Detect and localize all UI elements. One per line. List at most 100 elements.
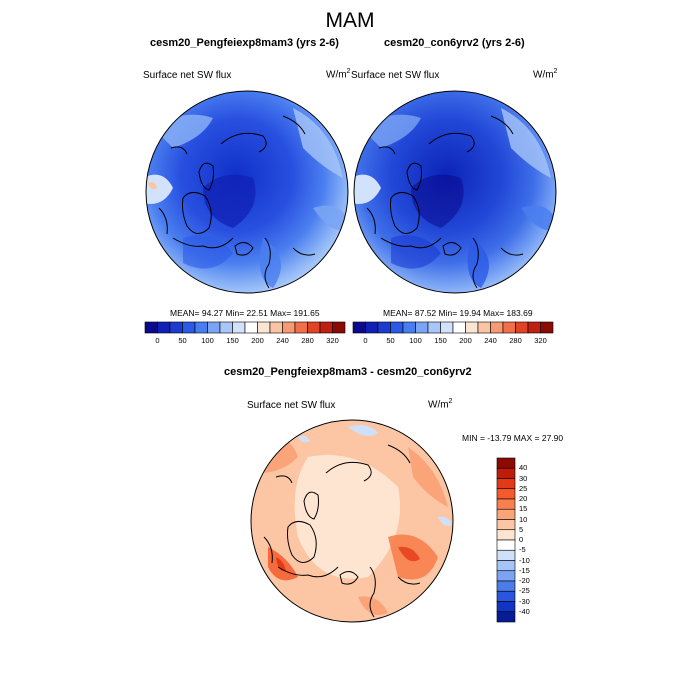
colorbar-swatch bbox=[496, 601, 516, 613]
panel3-stats: MIN = -13.79 MAX = 27.90 bbox=[462, 433, 564, 443]
colorbar-tick-label: 50 bbox=[386, 336, 395, 345]
panel1-units: W/m2 bbox=[326, 68, 351, 81]
colorbar-swatch bbox=[244, 321, 258, 334]
colorbar-swatch bbox=[194, 321, 208, 334]
colorbar-swatch bbox=[496, 457, 516, 469]
colorbar-swatch bbox=[496, 580, 516, 592]
colorbar-tick-label: 30 bbox=[519, 473, 528, 483]
colorbar-swatch bbox=[144, 321, 158, 334]
colorbar-swatch bbox=[496, 570, 516, 582]
colorbar-swatch bbox=[282, 321, 296, 334]
colorbar-swatch bbox=[427, 321, 441, 334]
colorbar-swatch bbox=[477, 321, 491, 334]
colorbar-swatch bbox=[319, 321, 333, 334]
colorbar-swatch bbox=[232, 321, 246, 334]
colorbar-swatch bbox=[490, 321, 504, 334]
colorbar-tick-label: -5 bbox=[519, 545, 526, 555]
figure-title: MAM bbox=[325, 9, 375, 32]
panel3-units: W/m2 bbox=[428, 398, 453, 411]
colorbar-swatch bbox=[540, 321, 554, 334]
panel2-stats: MEAN= 87.52 Min= 19.94 Max= 183.69 bbox=[383, 308, 533, 318]
colorbar-swatch bbox=[294, 321, 308, 334]
panel3-title: cesm20_Pengfeiexp8mam3 - cesm20_con6yrv2 bbox=[224, 366, 472, 378]
colorbar-tick-label: 10 bbox=[519, 514, 528, 524]
colorbar-tick-label: 15 bbox=[519, 504, 528, 514]
colorbar-swatch bbox=[365, 321, 379, 334]
colorbar-tick-label: 150 bbox=[226, 336, 239, 345]
colorbar-swatch bbox=[496, 508, 516, 520]
colorbar-swatch bbox=[452, 321, 466, 334]
colorbar-swatch bbox=[496, 519, 516, 531]
colorbar-tick-label: 40 bbox=[519, 463, 528, 473]
panel3-variable-label: Surface net SW flux bbox=[247, 400, 336, 411]
colorbar-tick-label: -25 bbox=[519, 586, 530, 596]
colorbar-swatch bbox=[377, 321, 391, 334]
colorbar-swatch bbox=[440, 321, 454, 334]
colorbar-swatch bbox=[219, 321, 233, 334]
colorbar-swatch bbox=[496, 611, 516, 623]
panel1-polar-map bbox=[145, 90, 349, 294]
colorbar-swatch bbox=[352, 321, 366, 334]
panel1-colorbar-ticks: 0 50 100 150 200 240 280 320 bbox=[145, 336, 345, 348]
colorbar-swatch bbox=[332, 321, 346, 334]
colorbar-swatch bbox=[207, 321, 221, 334]
colorbar-tick-label: 240 bbox=[276, 336, 289, 345]
colorbar-tick-label: 150 bbox=[434, 336, 447, 345]
colorbar-swatch bbox=[496, 529, 516, 541]
colorbar-swatch bbox=[415, 321, 429, 334]
colorbar-swatch bbox=[496, 498, 516, 510]
panel1-colorbar bbox=[144, 321, 346, 334]
colorbar-tick-label: -15 bbox=[519, 565, 530, 575]
colorbar-tick-label: -20 bbox=[519, 576, 530, 585]
panel2-colorbar bbox=[352, 321, 554, 334]
colorbar-tick-label: -40 bbox=[519, 606, 530, 616]
colorbar-tick-label: -30 bbox=[519, 596, 530, 606]
panel2-variable-label: Surface net SW flux bbox=[351, 70, 440, 81]
panel2-title: cesm20_con6yrv2 (yrs 2-6) bbox=[384, 37, 525, 49]
colorbar-swatch bbox=[390, 321, 404, 334]
colorbar-tick-label: 200 bbox=[459, 336, 472, 345]
colorbar-swatch bbox=[402, 321, 416, 334]
colorbar-swatch bbox=[169, 321, 183, 334]
colorbar-swatch bbox=[496, 549, 516, 561]
colorbar-tick-label: 280 bbox=[509, 336, 522, 345]
colorbar-tick-label: 5 bbox=[519, 524, 524, 534]
panel1-variable-label: Surface net SW flux bbox=[143, 70, 232, 81]
colorbar-tick-label: 0 bbox=[363, 336, 368, 345]
panel1-title: cesm20_Pengfeiexp8mam3 (yrs 2-6) bbox=[150, 37, 339, 49]
colorbar-swatch bbox=[465, 321, 479, 334]
colorbar-tick-label: 240 bbox=[484, 336, 497, 345]
colorbar-swatch bbox=[502, 321, 516, 334]
colorbar-tick-label: 320 bbox=[326, 336, 339, 345]
panel2-polar-map bbox=[353, 90, 557, 294]
panel3-colorbar bbox=[496, 457, 516, 623]
panel2-units: W/m2 bbox=[533, 68, 558, 81]
panel3-polar-map bbox=[250, 419, 454, 623]
colorbar-swatch bbox=[515, 321, 529, 334]
colorbar-swatch bbox=[527, 321, 541, 334]
colorbar-tick-label: 280 bbox=[301, 336, 314, 345]
colorbar-tick-label: 100 bbox=[201, 336, 214, 345]
colorbar-swatch bbox=[496, 590, 516, 602]
colorbar-tick-label: 0 bbox=[519, 535, 524, 544]
panel2-colorbar-ticks: 0 50 100 150 200 240 280 320 bbox=[353, 336, 553, 348]
colorbar-swatch bbox=[307, 321, 321, 334]
colorbar-swatch bbox=[496, 539, 516, 551]
colorbar-tick-label: 200 bbox=[251, 336, 264, 345]
colorbar-tick-label: 320 bbox=[534, 336, 547, 345]
panel3-colorbar-ticks: 40 30 25 20 15 10 5 0 -5 -10 -15 -20 -25 -30 -40 bbox=[519, 458, 549, 622]
panel1-stats: MEAN= 94.27 Min= 22.51 Max= 191.65 bbox=[170, 308, 320, 318]
colorbar-tick-label: -10 bbox=[519, 555, 530, 565]
colorbar-swatch bbox=[269, 321, 283, 334]
colorbar-tick-label: 100 bbox=[409, 336, 422, 345]
colorbar-tick-label: 50 bbox=[178, 336, 187, 345]
colorbar-swatch bbox=[496, 560, 516, 572]
colorbar-swatch bbox=[496, 488, 516, 500]
colorbar-tick-label: 25 bbox=[519, 483, 528, 493]
colorbar-swatch bbox=[157, 321, 171, 334]
colorbar-swatch bbox=[496, 467, 516, 479]
colorbar-swatch bbox=[496, 478, 516, 490]
colorbar-tick-label: 20 bbox=[519, 494, 528, 503]
colorbar-swatch bbox=[257, 321, 271, 334]
colorbar-swatch bbox=[182, 321, 196, 334]
